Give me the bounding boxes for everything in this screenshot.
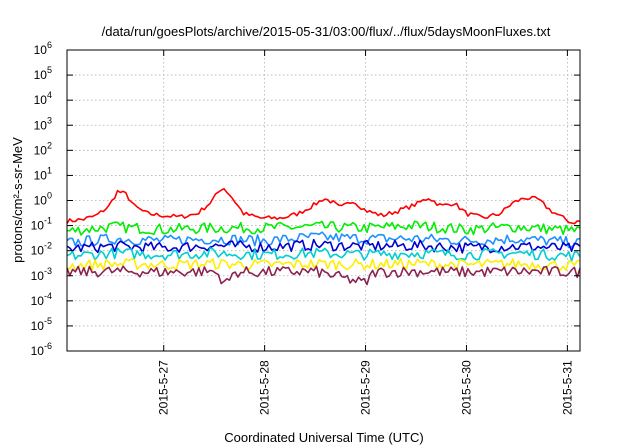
series-lines: [66, 188, 581, 286]
x-tick-label: 2015-5-31: [560, 360, 574, 415]
y-ticks: 10-6 10-5 10-4 10-3 10-2 10-1 100 101 102 103 104 1…: [31, 40, 580, 358]
series-line-1: [66, 188, 581, 225]
series-line-4: [66, 238, 581, 254]
y-tick-label: 103: [34, 115, 52, 132]
y-tick-label: 10-3: [31, 266, 52, 283]
y-tick-label: 10-2: [31, 241, 52, 258]
series-line-2: [66, 220, 581, 236]
series-line-6: [66, 257, 581, 271]
y-tick-label: 10-4: [31, 291, 52, 308]
x-tick-label: 2015-5-28: [258, 360, 272, 415]
y-tick-label: 106: [34, 40, 52, 57]
y-tick-label: 102: [34, 140, 52, 157]
y-tick-label: 101: [34, 165, 52, 182]
y-tick-label: 10-1: [31, 216, 52, 233]
series-line-7: [66, 265, 581, 286]
y-tick-label: 10-6: [31, 341, 52, 358]
y-tick-label: 100: [34, 191, 52, 208]
y-tick-label: 10-5: [31, 316, 52, 333]
series-line-5: [66, 247, 581, 262]
series-line-3: [66, 231, 581, 249]
x-ticks: 2015-5-27 2015-5-28 2015-5-29 2015-5-30 2015…: [157, 50, 574, 415]
x-tick-label: 2015-5-29: [359, 360, 373, 415]
y-tick-label: 104: [34, 90, 52, 107]
x-tick-label: 2015-5-30: [459, 360, 473, 415]
x-tick-label: 2015-5-27: [157, 360, 171, 415]
y-axis-label: protons/cm²-s-sr-MeV: [10, 137, 25, 263]
chart-title: /data/run/goesPlots/archive/2015-05-31/0…: [102, 24, 551, 39]
y-tick-label: 105: [34, 65, 52, 82]
x-axis-label: Coordinated Universal Time (UTC): [224, 430, 423, 445]
